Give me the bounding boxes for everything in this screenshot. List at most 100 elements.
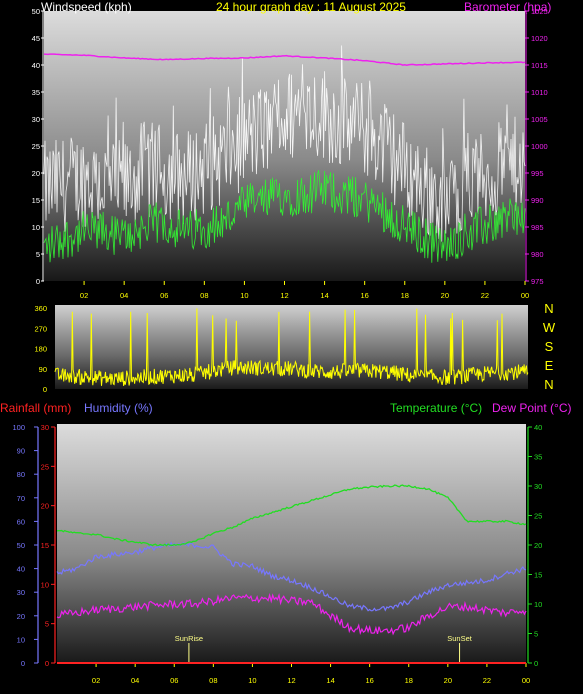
wind-direction-series bbox=[54, 308, 529, 386]
dewpoint-series bbox=[56, 592, 527, 636]
direction-ytick-label: 0 bbox=[43, 385, 47, 394]
wind-ytick-label: 20 bbox=[32, 169, 40, 178]
humidity-ytick-label: 90 bbox=[17, 447, 25, 456]
wind-ytick-label: 40 bbox=[32, 61, 40, 70]
lower-xtick-label: 16 bbox=[365, 676, 373, 685]
legend-rainfall: Rainfall (mm) bbox=[0, 401, 71, 415]
baro-ytick-label: 1020 bbox=[531, 34, 548, 43]
baro-ytick-label: 1015 bbox=[531, 61, 548, 70]
humidity-series bbox=[56, 541, 527, 612]
temp-ytick-label: 35 bbox=[534, 453, 542, 462]
lower-plot-background bbox=[57, 424, 526, 664]
rain-humidity-temp-chart: Rainfall (mm) Humidity (%) Temperature (… bbox=[0, 401, 571, 685]
lower-xtick-label: 04 bbox=[131, 676, 139, 685]
temp-ytick-label: 15 bbox=[534, 571, 542, 580]
lower-xtick-label: 10 bbox=[248, 676, 256, 685]
wind-direction-line bbox=[54, 308, 529, 386]
legend-dewpoint: Dew Point (°C) bbox=[492, 401, 571, 415]
wind-ytick-label: 30 bbox=[32, 115, 40, 124]
compass-label: N bbox=[544, 301, 553, 316]
wind-average-line bbox=[43, 170, 526, 263]
baro-ytick-label: 1025 bbox=[531, 7, 548, 16]
wind-x-ticks: 02 04 06 08 10 12 14 16 18 20 22 00 bbox=[80, 281, 529, 300]
wind-average-series bbox=[43, 170, 526, 263]
temp-ytick-label: 40 bbox=[534, 423, 542, 432]
legend-humidity: Humidity (%) bbox=[84, 401, 153, 415]
sun-markers: SunRise SunSet bbox=[175, 634, 473, 663]
wind-ytick-label: 25 bbox=[32, 142, 40, 151]
wind-xtick-label: 08 bbox=[200, 291, 208, 300]
humidity-y-ticks: 0 10 20 30 40 50 60 70 80 90 100 bbox=[12, 423, 38, 668]
humidity-ytick-label: 60 bbox=[17, 517, 25, 526]
lower-xtick-label: 18 bbox=[405, 676, 413, 685]
wind-xtick-label: 04 bbox=[120, 291, 128, 300]
wind-y-ticks: 0 5 10 15 20 25 30 35 40 45 50 bbox=[32, 7, 44, 286]
direction-ytick-label: 90 bbox=[39, 365, 47, 374]
wind-ytick-label: 45 bbox=[32, 34, 40, 43]
dewpoint-line bbox=[56, 592, 527, 636]
humidity-ytick-label: 70 bbox=[17, 494, 25, 503]
compass-label: W bbox=[543, 320, 556, 335]
rain-ytick-label: 30 bbox=[41, 423, 49, 432]
wind-xtick-label: 02 bbox=[80, 291, 88, 300]
compass-label: N bbox=[544, 377, 553, 392]
direction-ytick-label: 360 bbox=[34, 304, 47, 313]
baro-ytick-label: 1005 bbox=[531, 115, 548, 124]
rain-ytick-label: 5 bbox=[45, 620, 49, 629]
sun-marker-label: SunRise bbox=[175, 634, 203, 643]
lower-x-ticks: 02 04 06 08 10 12 14 16 18 20 22 00 bbox=[92, 663, 530, 685]
rain-ytick-label: 20 bbox=[41, 502, 49, 511]
lower-xtick-label: 02 bbox=[92, 676, 100, 685]
temp-ytick-label: 30 bbox=[534, 482, 542, 491]
barometer-series bbox=[43, 53, 526, 66]
lower-xtick-label: 14 bbox=[326, 676, 334, 685]
wind-xtick-label: 16 bbox=[360, 291, 368, 300]
direction-plot-background bbox=[55, 305, 528, 389]
wind-xtick-label: 00 bbox=[521, 291, 529, 300]
temperature-line bbox=[56, 484, 527, 547]
lower-xtick-label: 20 bbox=[444, 676, 452, 685]
wind-ytick-label: 50 bbox=[32, 7, 40, 16]
baro-ytick-label: 975 bbox=[531, 277, 544, 286]
direction-y-ticks: 0 90 180 270 360 bbox=[34, 304, 47, 394]
wind-ytick-label: 35 bbox=[32, 88, 40, 97]
rain-ytick-label: 10 bbox=[41, 580, 49, 589]
humidity-ytick-label: 80 bbox=[17, 470, 25, 479]
humidity-ytick-label: 10 bbox=[17, 635, 25, 644]
temp-ytick-label: 0 bbox=[534, 659, 538, 668]
humidity-ytick-label: 100 bbox=[12, 423, 25, 432]
wind-ytick-label: 10 bbox=[32, 223, 40, 232]
temp-ytick-label: 5 bbox=[534, 630, 538, 639]
baro-ytick-label: 995 bbox=[531, 169, 544, 178]
humidity-ytick-label: 40 bbox=[17, 565, 25, 574]
temp-ytick-label: 10 bbox=[534, 600, 542, 609]
wind-xtick-label: 14 bbox=[320, 291, 328, 300]
humidity-ytick-label: 50 bbox=[17, 541, 25, 550]
rain-ytick-label: 0 bbox=[45, 659, 49, 668]
humidity-ytick-label: 20 bbox=[17, 612, 25, 621]
lower-xtick-label: 08 bbox=[209, 676, 217, 685]
baro-ytick-label: 1000 bbox=[531, 142, 548, 151]
baro-ytick-label: 990 bbox=[531, 196, 544, 205]
wind-xtick-label: 06 bbox=[160, 291, 168, 300]
rain-ytick-label: 15 bbox=[41, 541, 49, 550]
wind-ytick-label: 5 bbox=[36, 250, 40, 259]
lower-xtick-label: 06 bbox=[170, 676, 178, 685]
wind-ylabel: Windspeed (kph) bbox=[41, 0, 132, 14]
baro-ytick-label: 1010 bbox=[531, 88, 548, 97]
wind-xtick-label: 20 bbox=[441, 291, 449, 300]
legend-temperature: Temperature (°C) bbox=[390, 401, 482, 415]
wind-xtick-label: 10 bbox=[240, 291, 248, 300]
humidity-ytick-label: 0 bbox=[21, 659, 25, 668]
wind-barometer-chart: Windspeed (kph) 24 hour graph day : 11 A… bbox=[32, 0, 552, 300]
temp-ytick-label: 20 bbox=[534, 541, 542, 550]
baro-ytick-label: 980 bbox=[531, 250, 544, 259]
lower-xtick-label: 00 bbox=[522, 676, 530, 685]
wind-xtick-label: 18 bbox=[401, 291, 409, 300]
compass-label: S bbox=[545, 339, 554, 354]
chart-title: 24 hour graph day : 11 August 2025 bbox=[216, 0, 406, 14]
wind-ytick-label: 0 bbox=[36, 277, 40, 286]
